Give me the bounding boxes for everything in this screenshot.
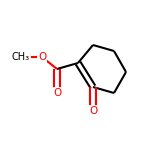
Text: O: O <box>89 106 97 116</box>
Text: O: O <box>53 88 61 98</box>
Text: O: O <box>38 52 46 62</box>
Text: CH₃: CH₃ <box>12 52 30 62</box>
